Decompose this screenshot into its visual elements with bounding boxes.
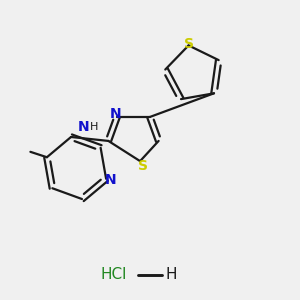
Text: H: H — [90, 122, 98, 132]
Text: N: N — [105, 173, 116, 187]
Text: HCl: HCl — [101, 267, 127, 282]
Text: H: H — [165, 267, 177, 282]
Text: N: N — [110, 107, 122, 121]
Text: N: N — [78, 120, 89, 134]
Text: S: S — [138, 159, 148, 172]
Text: S: S — [184, 37, 194, 51]
